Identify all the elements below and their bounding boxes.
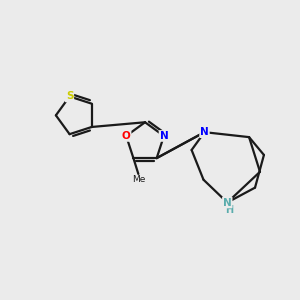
Text: S: S	[66, 92, 73, 101]
Text: H: H	[225, 206, 233, 215]
Text: N: N	[160, 131, 168, 141]
Text: Me: Me	[132, 176, 145, 184]
Text: O: O	[122, 131, 130, 141]
Text: N: N	[223, 197, 232, 208]
Text: N: N	[200, 127, 209, 137]
